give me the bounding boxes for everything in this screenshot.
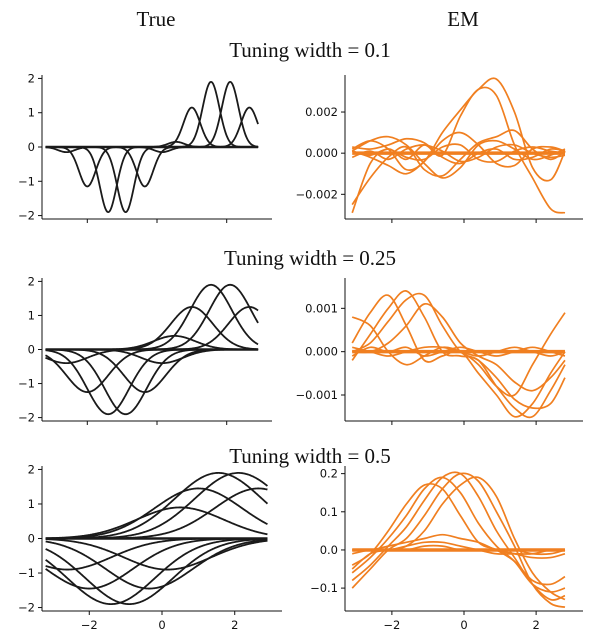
true-tuning-curve (45, 348, 259, 416)
y-tick-label: 0.1 (320, 505, 338, 519)
x-tick-label: −2 (81, 618, 98, 632)
em-curve (351, 482, 566, 586)
x-tick-label: 0 (158, 618, 165, 632)
x-tick-label: 0 (460, 618, 467, 632)
true-tuning-curve (45, 146, 259, 188)
true-tuning-curve (45, 283, 259, 351)
y-tick-label: 0.000 (305, 146, 338, 160)
x-tick-label: 2 (532, 618, 539, 632)
true-tuning-curve (45, 80, 259, 148)
true-tuning-curve (45, 537, 268, 605)
column-header-em: EM (447, 7, 479, 31)
y-tick-label: −2 (18, 209, 35, 223)
true-tuning-curve (45, 106, 259, 148)
x-tick-label: −2 (383, 618, 400, 632)
row-title-2: Tuning width = 0.25 (224, 246, 396, 270)
chart-em-width-0-1: −0.002 0.000 0.002 (295, 75, 583, 223)
y-tick-label: −1 (18, 377, 35, 391)
true-tuning-curve (45, 538, 268, 605)
true-tuning-curve (45, 538, 268, 590)
chart-em-width-0-25: −0.001 0.000 0.001 (295, 278, 583, 425)
x-tick-label: 2 (231, 618, 238, 632)
true-tuning-curve (45, 348, 259, 416)
chart-true-width-0-5: −2 −1 0 1 2 −2 0 2 (18, 462, 282, 632)
y-tick-label: 2 (28, 71, 35, 85)
em-curve (351, 312, 566, 397)
y-tick-label: −0.1 (310, 581, 338, 595)
y-tick-label: −2 (18, 601, 35, 615)
y-tick-label: −1 (18, 566, 35, 580)
y-tick-label: 1 (28, 106, 35, 120)
true-tuning-curve (45, 283, 259, 351)
em-curve (351, 290, 566, 419)
y-tick-label: −0.002 (295, 187, 338, 201)
chart-em-width-0-5: −0.1 0.0 0.1 0.2 −2 0 2 (310, 466, 583, 632)
true-tuning-curve (45, 146, 259, 214)
row-title-3: Tuning width = 0.5 (229, 444, 391, 468)
true-tuning-curve (45, 487, 268, 540)
em-curve (351, 131, 566, 175)
em-curve (351, 143, 566, 163)
em-curve (352, 303, 566, 392)
true-tuning-curve (45, 106, 259, 148)
y-tick-label: −2 (18, 411, 35, 425)
true-tuning-curve (45, 506, 268, 540)
true-tuning-curve (45, 538, 268, 571)
em-curve (351, 135, 566, 179)
em-curve (352, 533, 566, 559)
y-tick-label: 0 (28, 140, 35, 154)
em-curve (351, 77, 566, 182)
column-header-true: True (137, 7, 176, 31)
y-tick-label: 1 (28, 497, 35, 511)
y-tick-label: −1 (18, 174, 35, 188)
y-tick-label: 0 (28, 343, 35, 357)
y-tick-label: 0.002 (305, 105, 338, 119)
true-tuning-curve (45, 472, 269, 540)
y-tick-label: 2 (28, 462, 35, 476)
chart-true-width-0-1: −2 −1 0 1 2 (18, 71, 272, 223)
true-tuning-curve (45, 472, 269, 540)
y-tick-label: −0.001 (295, 388, 338, 402)
true-tuning-curve (45, 306, 259, 351)
y-tick-label: 1 (28, 308, 35, 322)
true-tuning-curve (45, 146, 259, 214)
em-curve (352, 137, 566, 165)
y-tick-label: 0.000 (305, 345, 338, 359)
y-tick-label: 0.2 (320, 467, 338, 481)
y-tick-label: 0.0 (320, 543, 338, 557)
row-title-1: Tuning width = 0.1 (229, 38, 391, 62)
em-curve (351, 472, 566, 609)
y-tick-label: 0.001 (305, 301, 338, 315)
chart-true-width-0-25: −2 −1 0 1 2 (18, 274, 272, 425)
y-tick-label: 2 (28, 274, 35, 288)
y-tick-label: 0 (28, 532, 35, 546)
